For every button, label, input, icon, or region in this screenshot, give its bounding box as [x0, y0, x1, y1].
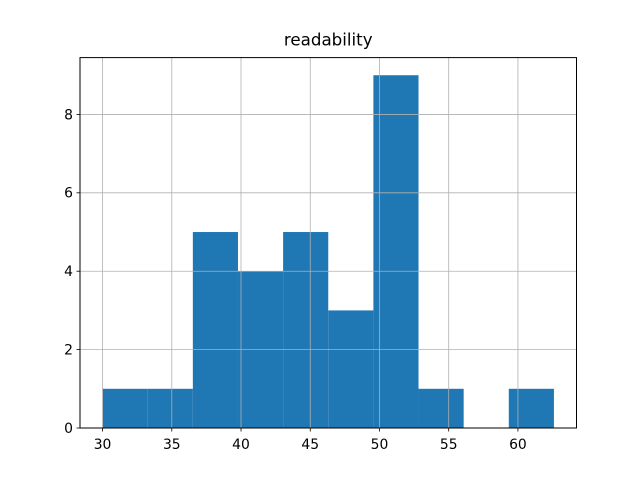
histogram-bar	[192, 232, 238, 428]
y-tick-label: 4	[64, 264, 73, 280]
x-tick-label: 35	[163, 437, 181, 453]
chart-title: readability	[284, 30, 373, 50]
x-tick-label: 40	[232, 437, 250, 453]
axes-spine	[79, 57, 577, 429]
x-tick-label: 60	[509, 437, 527, 453]
axes-spines-group	[79, 57, 577, 429]
histogram-bar	[328, 310, 374, 428]
histogram-bar	[283, 232, 329, 428]
y-tick-label: 2	[64, 343, 73, 359]
x-tick-label: 45	[301, 437, 319, 453]
y-tick-labels-group: 0 2 4 6 8	[64, 107, 73, 437]
histogram-bar	[102, 388, 148, 428]
x-tick-label: 50	[371, 437, 389, 453]
histogram-bar	[418, 388, 464, 428]
y-tick-label: 8	[64, 107, 73, 123]
histogram-bar	[508, 388, 554, 428]
tick-marks-group	[76, 114, 519, 432]
histogram-bar	[373, 75, 419, 428]
y-tick-label: 0	[64, 421, 73, 437]
x-tick-label: 55	[440, 437, 458, 453]
x-tick-labels-group: 30 35 40 45 50 55 60	[94, 437, 527, 453]
x-tick-label: 30	[94, 437, 112, 453]
histogram-bar	[147, 388, 193, 428]
y-tick-label: 6	[64, 186, 73, 202]
